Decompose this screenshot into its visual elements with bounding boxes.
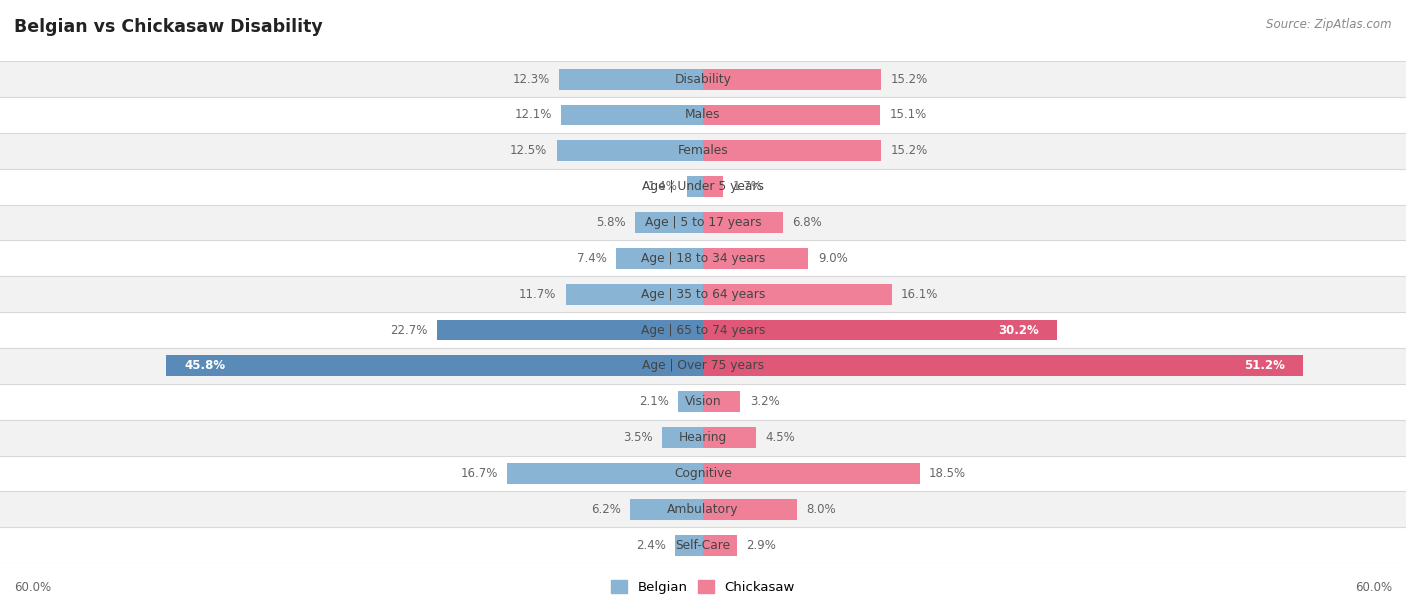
Bar <box>166 356 703 376</box>
Text: 15.2%: 15.2% <box>890 144 928 157</box>
Bar <box>703 105 880 125</box>
Text: 18.5%: 18.5% <box>929 467 966 480</box>
Text: 2.1%: 2.1% <box>640 395 669 408</box>
Bar <box>703 499 797 520</box>
Text: Age | Under 5 years: Age | Under 5 years <box>643 180 763 193</box>
Bar <box>703 284 891 305</box>
Text: 3.5%: 3.5% <box>623 431 652 444</box>
Text: 45.8%: 45.8% <box>184 359 225 372</box>
Bar <box>616 248 703 269</box>
Bar <box>0 455 1406 491</box>
Bar <box>561 105 703 125</box>
Bar <box>0 204 1406 241</box>
Text: 2.4%: 2.4% <box>636 539 665 551</box>
Bar <box>0 241 1406 276</box>
Text: 12.5%: 12.5% <box>510 144 547 157</box>
Bar <box>0 61 1406 97</box>
Bar <box>557 140 703 161</box>
Text: Ambulatory: Ambulatory <box>668 503 738 516</box>
Bar <box>675 535 703 556</box>
Bar <box>703 140 882 161</box>
Bar <box>636 212 703 233</box>
Text: 7.4%: 7.4% <box>576 252 607 265</box>
Bar <box>703 212 783 233</box>
Bar <box>0 420 1406 455</box>
Bar <box>0 133 1406 169</box>
Text: Source: ZipAtlas.com: Source: ZipAtlas.com <box>1267 18 1392 31</box>
Text: 60.0%: 60.0% <box>14 581 51 594</box>
Text: 9.0%: 9.0% <box>818 252 848 265</box>
Text: Cognitive: Cognitive <box>673 467 733 480</box>
Bar <box>0 97 1406 133</box>
Bar <box>703 427 756 448</box>
Bar <box>703 248 808 269</box>
Text: 5.8%: 5.8% <box>596 216 626 229</box>
Bar <box>0 276 1406 312</box>
Text: 22.7%: 22.7% <box>391 324 427 337</box>
Text: 6.8%: 6.8% <box>792 216 821 229</box>
Text: 1.4%: 1.4% <box>647 180 678 193</box>
Bar <box>703 69 882 89</box>
Text: 15.2%: 15.2% <box>890 73 928 86</box>
Text: 6.2%: 6.2% <box>591 503 621 516</box>
Text: 3.2%: 3.2% <box>749 395 779 408</box>
Bar <box>0 348 1406 384</box>
Text: 51.2%: 51.2% <box>1244 359 1285 372</box>
Bar <box>630 499 703 520</box>
Text: Age | 35 to 64 years: Age | 35 to 64 years <box>641 288 765 300</box>
Text: 4.5%: 4.5% <box>765 431 794 444</box>
Legend: Belgian, Chickasaw: Belgian, Chickasaw <box>606 575 800 599</box>
Bar <box>662 427 703 448</box>
Bar <box>0 312 1406 348</box>
Text: Disability: Disability <box>675 73 731 86</box>
Bar <box>0 491 1406 527</box>
Text: Age | 65 to 74 years: Age | 65 to 74 years <box>641 324 765 337</box>
Bar <box>0 384 1406 420</box>
Bar <box>703 176 723 197</box>
Text: Age | Over 75 years: Age | Over 75 years <box>643 359 763 372</box>
Bar <box>703 463 920 484</box>
Text: 2.9%: 2.9% <box>747 539 776 551</box>
Text: Females: Females <box>678 144 728 157</box>
Text: 11.7%: 11.7% <box>519 288 557 300</box>
Text: Belgian vs Chickasaw Disability: Belgian vs Chickasaw Disability <box>14 18 323 36</box>
Text: 16.7%: 16.7% <box>461 467 498 480</box>
Bar <box>703 356 1303 376</box>
Bar <box>686 176 703 197</box>
Text: Vision: Vision <box>685 395 721 408</box>
Text: 8.0%: 8.0% <box>806 503 835 516</box>
Text: Age | 18 to 34 years: Age | 18 to 34 years <box>641 252 765 265</box>
Text: Hearing: Hearing <box>679 431 727 444</box>
Text: 15.1%: 15.1% <box>890 108 927 121</box>
Bar <box>0 169 1406 204</box>
Text: 16.1%: 16.1% <box>901 288 938 300</box>
Bar <box>565 284 703 305</box>
Bar <box>678 391 703 412</box>
Bar <box>703 535 737 556</box>
Bar <box>508 463 703 484</box>
Bar <box>437 319 703 340</box>
Text: 1.7%: 1.7% <box>733 180 762 193</box>
Bar <box>0 527 1406 563</box>
Text: 12.3%: 12.3% <box>512 73 550 86</box>
Text: Males: Males <box>685 108 721 121</box>
Text: Self-Care: Self-Care <box>675 539 731 551</box>
Text: 60.0%: 60.0% <box>1355 581 1392 594</box>
Text: 30.2%: 30.2% <box>998 324 1039 337</box>
Text: 12.1%: 12.1% <box>515 108 551 121</box>
Bar <box>560 69 703 89</box>
Text: Age | 5 to 17 years: Age | 5 to 17 years <box>645 216 761 229</box>
Bar <box>703 319 1057 340</box>
Bar <box>703 391 741 412</box>
